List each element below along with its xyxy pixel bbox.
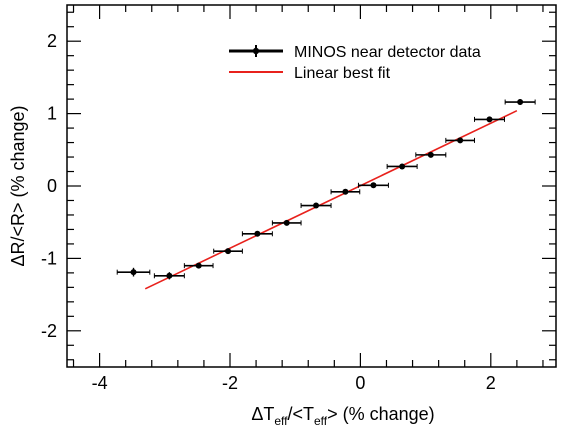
fit-layer	[144, 109, 518, 290]
data-marker	[254, 230, 261, 237]
x-tick-label: -2	[222, 373, 238, 393]
x-tick-label: 2	[486, 373, 496, 393]
x-tick-label: 0	[355, 373, 365, 393]
y-tick-label: 2	[47, 31, 57, 51]
data-marker	[195, 262, 202, 269]
data-marker	[225, 248, 232, 255]
data-marker	[130, 269, 137, 276]
data-marker	[457, 137, 464, 144]
x-tick-label: -4	[92, 373, 108, 393]
y-tick-label: -1	[41, 248, 57, 268]
data-point	[300, 202, 332, 209]
data-marker	[313, 202, 320, 209]
data-layer	[116, 99, 536, 280]
data-marker	[370, 182, 377, 189]
data-point	[153, 272, 185, 280]
data-point	[415, 151, 447, 158]
data-marker	[342, 188, 349, 195]
data-marker	[486, 116, 493, 123]
data-point	[445, 137, 475, 144]
legend: MINOS near detector data Linear best fit	[229, 44, 481, 82]
data-point	[357, 182, 389, 189]
legend-data-marker	[229, 45, 283, 57]
y-tick-label: 1	[47, 104, 57, 124]
y-ticks: -2 -1 0 1 2	[41, 11, 556, 361]
data-point	[474, 116, 505, 123]
fit-line	[144, 109, 518, 290]
y-tick-label: 0	[47, 176, 57, 196]
data-point	[330, 188, 361, 195]
legend-label-data: MINOS near detector data	[294, 44, 481, 61]
data-marker	[399, 163, 406, 170]
data-point	[271, 219, 302, 226]
data-point	[116, 267, 151, 277]
data-marker	[517, 99, 524, 106]
data-point	[213, 248, 243, 255]
data-marker	[427, 151, 434, 158]
data-point	[386, 163, 418, 170]
data-point	[504, 99, 536, 106]
legend-label-fit: Linear best fit	[294, 65, 391, 82]
data-marker	[283, 219, 290, 226]
data-point	[241, 230, 273, 237]
x-axis-title: ΔTeff/<Teff> (% change)	[251, 404, 434, 428]
data-point	[183, 262, 214, 269]
x-ticks: -4 -2 0 2	[72, 5, 544, 393]
y-tick-label: -2	[41, 321, 57, 341]
y-axis-title: ΔR/<R> (% change)	[8, 105, 28, 266]
data-marker	[166, 272, 173, 279]
